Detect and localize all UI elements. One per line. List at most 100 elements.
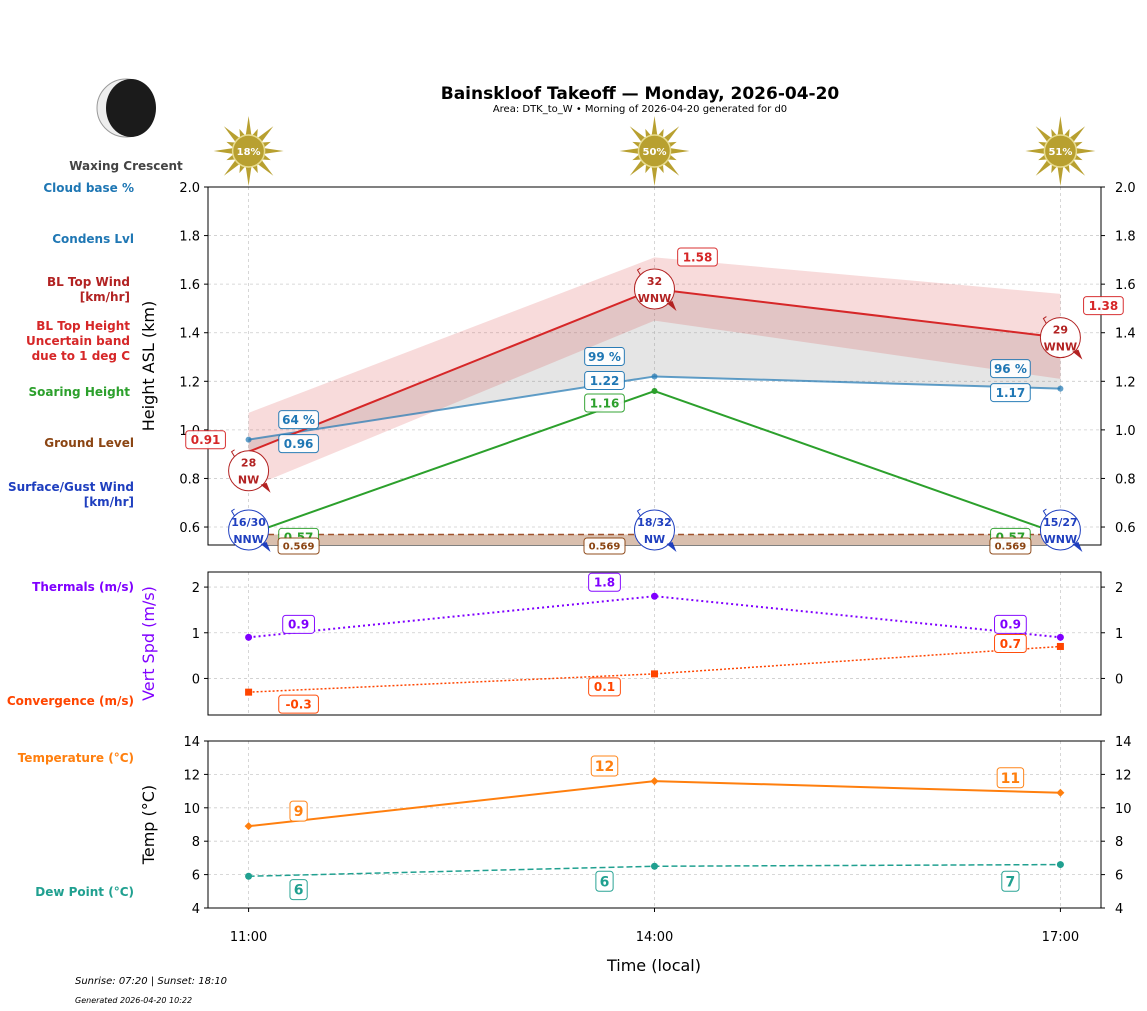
- thermals-label-box: [588, 572, 621, 592]
- y-tick-label: 10: [183, 802, 200, 817]
- bl-top-wind-speed: 28: [241, 457, 256, 470]
- y-axis-label: Temp (°C): [139, 785, 158, 865]
- temperature-label: 12: [595, 759, 614, 775]
- y-tick-label-right: 14: [1115, 735, 1132, 750]
- temperature-point: [244, 822, 253, 831]
- dewpoint-label: 6: [600, 874, 610, 890]
- y-tick-label-right: 0: [1115, 672, 1123, 687]
- thermals-line: [248, 595, 1061, 639]
- surface-wind-barb-icon: [1042, 508, 1047, 517]
- ground-level-label: 0.569: [283, 542, 315, 553]
- y-tick-label-right: 8: [1115, 835, 1123, 850]
- surface-wind-direction: WNW: [1044, 533, 1077, 546]
- dewpoint-label-box: [289, 879, 308, 901]
- x-tick-label: 14:00: [636, 930, 673, 945]
- y-tick-label: 1.6: [179, 278, 200, 293]
- plot-frame: [207, 571, 1102, 716]
- y-tick-label: 0.6: [179, 521, 200, 536]
- moon-shadow: [106, 79, 156, 137]
- ground-level-label-box: [277, 537, 320, 555]
- surface-wind-direction: NNW: [233, 533, 264, 546]
- y-tick-label-right: 12: [1115, 768, 1132, 783]
- dewpoint-point: [1056, 861, 1064, 869]
- side-label-convergence: Convergence (m/s): [7, 694, 134, 708]
- cloud-base-pct-label-box: [278, 410, 319, 430]
- bl-top-label-box: [1083, 296, 1124, 316]
- surface-wind-circle: [634, 509, 675, 551]
- convergence-label-box: [278, 694, 319, 714]
- sun-ray: [256, 126, 274, 143]
- ground-level-label-box: [989, 537, 1032, 555]
- sun-ray: [1057, 165, 1064, 186]
- side-label-surface-wind: [km/hr]: [84, 495, 134, 509]
- temperature-label-box: [289, 800, 308, 822]
- condens-point: [1057, 385, 1064, 392]
- y-tick-label-right: 4: [1115, 902, 1123, 917]
- dewpoint-point: [651, 862, 658, 870]
- y-tick-label: 1.8: [179, 230, 200, 245]
- temperature-point: [650, 777, 659, 786]
- ground-level-label: 0.569: [995, 542, 1027, 553]
- sun-ray: [213, 148, 234, 154]
- thermals-label: 1.8: [594, 576, 615, 590]
- y-tick-label: 14: [183, 735, 200, 750]
- side-label-bl-top: BL Top Height: [36, 319, 130, 333]
- soaring-label-box: [584, 393, 625, 413]
- sun-ray: [245, 165, 252, 186]
- bl-top-label-box: [677, 247, 718, 267]
- thermals-point: [1056, 633, 1064, 641]
- temperature-label: 11: [1001, 771, 1020, 787]
- sun-ray: [619, 148, 640, 154]
- y-tick-label: 4: [192, 902, 200, 917]
- sun-ray: [1035, 159, 1053, 176]
- sun-ray: [651, 165, 658, 186]
- bl-top-wind-barb-icon: [636, 267, 641, 276]
- temperature-label-box: [590, 755, 619, 777]
- convergence-label-box: [994, 633, 1027, 653]
- sun-ray: [1075, 148, 1096, 154]
- convergence-label: -0.3: [285, 697, 311, 711]
- y-tick-label-right: 0.6: [1115, 521, 1136, 536]
- side-label-cloud-base: Cloud base %: [43, 181, 134, 195]
- side-label-soaring: Soaring Height: [29, 385, 131, 399]
- dewpoint-label: 7: [1006, 874, 1016, 890]
- side-label-bl-top: due to 1 deg C: [32, 349, 131, 363]
- sun-ray: [629, 159, 647, 176]
- sun-ray: [223, 159, 241, 176]
- sun-icon: [637, 134, 672, 168]
- bl-top-wind-speed: 29: [1053, 324, 1068, 337]
- y-axis-label: Vert Spd (m/s): [139, 586, 158, 701]
- sun-icon: [1043, 134, 1078, 168]
- sun-ray: [629, 126, 647, 143]
- sun-ray: [662, 159, 680, 176]
- x-axis-label: Time (local): [606, 956, 701, 975]
- surface-wind-circle: [1039, 509, 1081, 551]
- convergence-point: [651, 670, 658, 678]
- temperature-point: [1056, 788, 1065, 797]
- y-tick-label-right: 2: [1115, 581, 1123, 596]
- surface-wind-speed: 16/30: [231, 516, 266, 529]
- y-tick-label-right: 6: [1115, 869, 1123, 884]
- y-tick-label-right: 1.2: [1115, 375, 1136, 390]
- side-label-bl-wind: [km/hr]: [80, 290, 130, 304]
- thermals-point: [651, 592, 658, 600]
- convergence-label: 0.7: [1000, 637, 1021, 651]
- bl-top-wind-arrow-icon: [1072, 349, 1083, 360]
- sun-icon: [231, 134, 266, 168]
- sun-ray: [1068, 159, 1086, 176]
- condens-label-box: [278, 434, 319, 454]
- y-axis-label: Height ASL (km): [139, 301, 158, 431]
- sun-ray: [651, 116, 658, 137]
- surface-wind-barb-icon: [230, 508, 236, 517]
- surface-wind-arrow-icon: [666, 542, 677, 552]
- y-tick-label-right: 0.8: [1115, 472, 1136, 487]
- bl-top-wind-direction: WNW: [638, 292, 671, 305]
- convergence-point: [1056, 642, 1064, 650]
- thermals-label: 0.9: [288, 618, 309, 632]
- bl-top-wind-direction: WNW: [1044, 341, 1077, 354]
- y-tick-label: 1: [192, 627, 200, 642]
- y-tick-label: 2.0: [179, 181, 200, 196]
- surface-wind-arrow-icon: [260, 542, 271, 552]
- bl-top-wind-circle: [1039, 317, 1081, 359]
- y-tick-label: 12: [183, 768, 200, 783]
